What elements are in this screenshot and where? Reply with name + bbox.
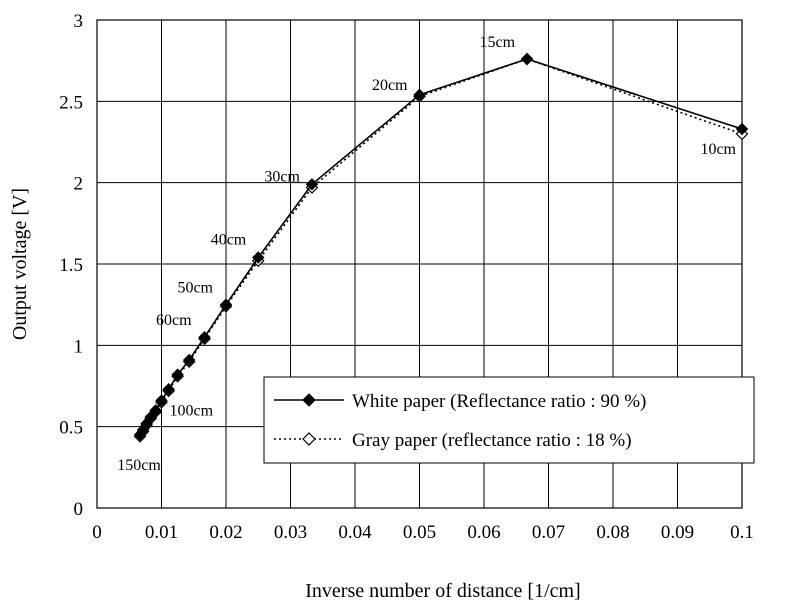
distance-annotation: 15cm (479, 34, 515, 51)
distance-annotation: 20cm (372, 77, 408, 94)
x-tick-label: 0.06 (467, 522, 500, 543)
y-axis-title: Output voltage [V] (9, 188, 31, 340)
x-tick-label: 0.07 (532, 522, 565, 543)
x-tick-label: 0.01 (145, 522, 178, 543)
data-point (522, 54, 533, 65)
legend-label-white: White paper (Reflectance ratio : 90 %) (352, 391, 646, 412)
distance-annotation: 150cm (117, 457, 161, 474)
distance-annotation: 50cm (177, 280, 213, 297)
y-tick-label: 0 (74, 499, 84, 520)
distance-annotation: 40cm (211, 231, 247, 248)
legend: White paper (Reflectance ratio : 90 %) G… (264, 377, 754, 463)
x-tick-label: 0.08 (596, 522, 629, 543)
y-tick-label: 1 (74, 336, 84, 357)
y-tick-label: 2 (74, 174, 84, 195)
distance-annotation: 10cm (700, 141, 736, 158)
x-tick-label: 0.05 (403, 522, 436, 543)
y-tick-label: 1.5 (59, 255, 83, 276)
distance-annotation: 30cm (264, 168, 300, 185)
y-tick-label: 2.5 (59, 92, 83, 113)
x-tick-label: 0.09 (661, 522, 694, 543)
x-tick-label: 0.03 (274, 522, 307, 543)
y-tick-label: 0.5 (59, 418, 83, 439)
x-tick-label: 0.02 (209, 522, 242, 543)
legend-label-gray: Gray paper (reflectance ratio : 18 %) (352, 430, 632, 451)
x-tick-label: 0 (92, 522, 102, 543)
y-tick-label: 3 (74, 11, 84, 32)
distance-annotation: 100cm (170, 403, 214, 420)
x-tick-label: 0.04 (338, 522, 372, 543)
distance-annotation: 60cm (156, 312, 192, 329)
x-tick-label: 0.1 (730, 522, 754, 543)
x-axis-title: Inverse number of distance [1/cm] (305, 580, 580, 602)
